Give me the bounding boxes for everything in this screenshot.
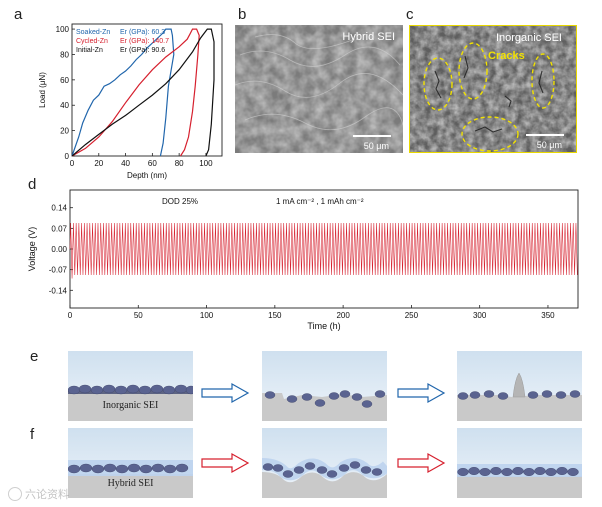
dendrite	[512, 372, 526, 398]
y-tick-label-d: 0.00	[51, 245, 67, 254]
legend-name-0: Soaked-Zn	[76, 29, 110, 36]
x-tick-label-d: 350	[541, 311, 555, 320]
current-annotation: 1 mA cm⁻² , 1 mAh cm⁻²	[276, 197, 364, 206]
scale-label-c: 50 μm	[536, 140, 562, 150]
crack-markers	[423, 42, 555, 152]
panel-label-b: b	[238, 6, 247, 23]
series-line-cycled-zn	[71, 28, 200, 157]
hybrid-stage-2	[261, 428, 392, 498]
y-tick-label-d: 0.07	[51, 224, 67, 233]
y-tick-label-d: -0.14	[49, 286, 68, 295]
x-tick-label-d: 250	[405, 311, 419, 320]
legend-value-2: Er (GPa): 90.6	[120, 47, 165, 54]
load-depth-chart: 0 20 40 60 80 100 0 20 40 60 80 100 Depth (nm) Load (…	[38, 23, 223, 180]
y-tick-label-a: 20	[60, 127, 69, 136]
inorganic-stage-2	[262, 351, 387, 421]
panel-label-d: d	[28, 176, 37, 193]
x-tick-label-d: 200	[336, 311, 350, 320]
hybrid-sei-title: Hybrid SEI	[342, 31, 395, 43]
y-tick-label-d: -0.07	[49, 266, 68, 275]
voltage-series-line	[69, 223, 578, 279]
y-tick-label-a: 0	[65, 152, 70, 161]
series-line-initial-zn	[71, 28, 215, 157]
panel-label-e: e	[30, 348, 39, 365]
hybrid-sei-sem-image: Hybrid SEI 50 μm	[235, 25, 403, 153]
arrow-e-2	[397, 382, 446, 404]
voltage-time-chart: 0 50 100 150 200 250 300 350 0.14 0.07 0.00 -0.07 -0…	[27, 189, 579, 331]
y-tick-label-a: 40	[60, 101, 69, 110]
y-tick-label-a: 60	[60, 76, 69, 85]
panel-label-a: a	[14, 6, 23, 23]
y-tick-label-a: 80	[60, 50, 69, 59]
arrow-f-1	[201, 452, 250, 474]
x-tick-label-d: 300	[473, 311, 487, 320]
dod-annotation: DOD 25%	[162, 197, 198, 206]
inorganic-stage-1: Inorganic SEI	[67, 351, 197, 421]
hybrid-stage-3	[457, 428, 582, 498]
y-tick-label-a: 100	[56, 25, 70, 34]
arrow-f-2	[397, 452, 446, 474]
x-tick-label-a: 0	[70, 159, 75, 168]
y-axis-label-a: Load (μN)	[38, 72, 47, 108]
watermark: 六论资料	[8, 486, 69, 502]
watermark-text: 六论资料	[25, 489, 69, 501]
legend-value-0: Er (GPa): 60.3	[120, 29, 165, 36]
arrow-e-1	[201, 382, 250, 404]
scale-bar-b	[353, 135, 391, 137]
y-axis-label-d: Voltage (V)	[27, 227, 37, 272]
hybrid-sei-label: Hybrid SEI	[107, 478, 154, 489]
legend-name-2: Initial-Zn	[76, 47, 103, 54]
scale-label-b: 50 μm	[363, 141, 389, 151]
inorganic-sei-sem-image: Inorganic SEI Cracks 50 μm	[409, 25, 577, 153]
panel-label-c: c	[406, 6, 414, 23]
y-tick-label-d: 0.14	[51, 204, 67, 213]
watermark-logo-icon	[8, 487, 22, 501]
x-tick-label-a: 100	[199, 159, 213, 168]
x-axis-label-d: Time (h)	[307, 321, 340, 331]
legend-name-1: Cycled-Zn	[76, 38, 108, 45]
x-tick-label-a: 60	[148, 159, 157, 168]
inorganic-sei-title: Inorganic SEI	[495, 32, 562, 44]
hybrid-stage-1: Hybrid SEI	[67, 428, 193, 498]
x-tick-label-d: 100	[200, 311, 214, 320]
x-tick-label-a: 20	[94, 159, 103, 168]
inorganic-stage-3	[457, 351, 582, 421]
plot-frame-a	[71, 23, 223, 157]
x-tick-label-d: 50	[134, 311, 143, 320]
panel-label-f: f	[30, 426, 35, 443]
x-tick-label-a: 40	[121, 159, 130, 168]
x-axis-label-a: Depth (nm)	[127, 171, 167, 180]
x-tick-label-d: 150	[268, 311, 282, 320]
inorganic-sei-texture	[410, 26, 576, 152]
scale-bar-c	[526, 134, 564, 136]
x-tick-label-a: 80	[175, 159, 184, 168]
legend-value-1: Er (GPa): 140.7	[120, 38, 169, 45]
x-tick-label-d: 0	[68, 311, 73, 320]
inorganic-sei-label: Inorganic SEI	[102, 400, 159, 411]
zn-deposit-dense	[67, 384, 197, 395]
hybrid-sei-texture	[235, 25, 403, 153]
cracks-annotation: Cracks	[488, 50, 525, 62]
